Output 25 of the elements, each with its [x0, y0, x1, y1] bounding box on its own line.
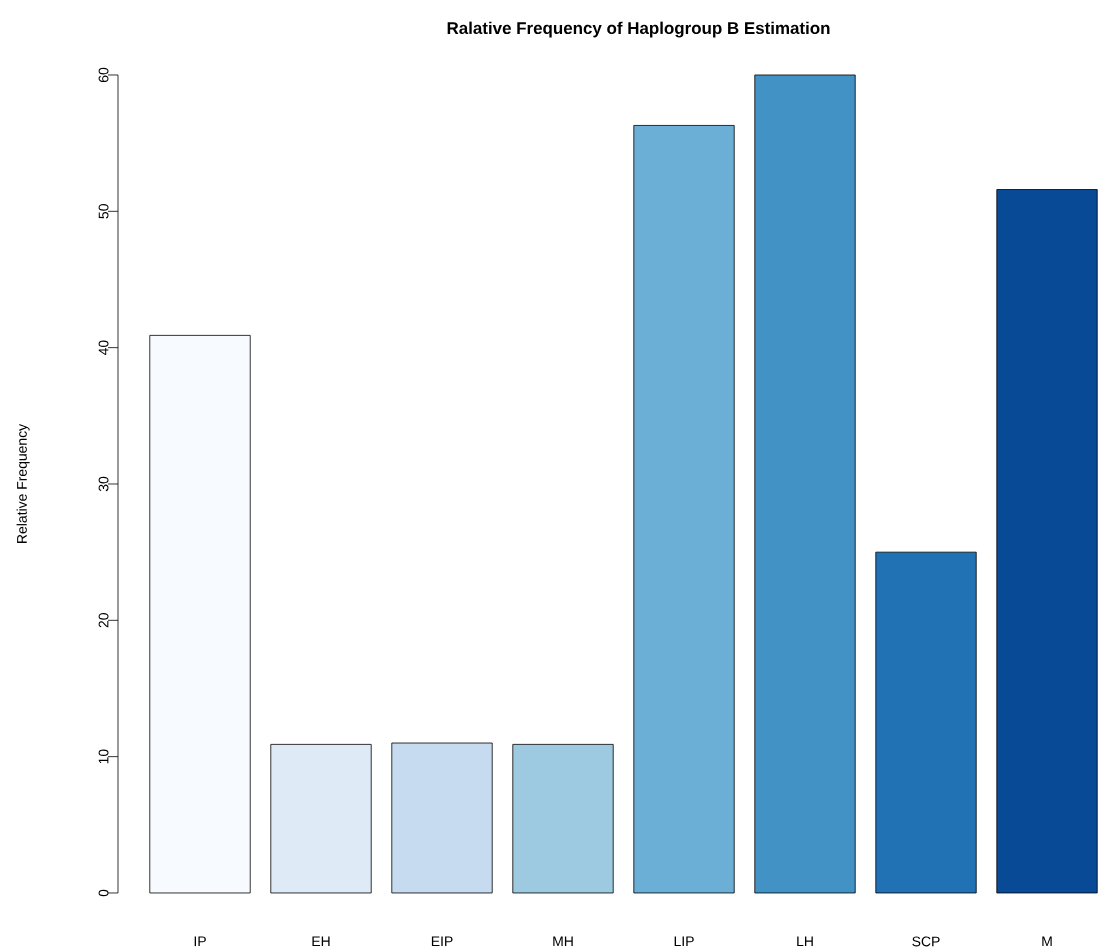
x-tick-label: LH: [797, 936, 813, 947]
x-tick-label: IP: [194, 936, 206, 947]
bar: [391, 742, 493, 894]
x-tick-label: LIP: [674, 936, 694, 947]
x-tick-label: EIP: [431, 936, 453, 947]
x-tick-label: SCP: [912, 936, 940, 947]
bar: [754, 74, 856, 894]
y-tick-label: 30: [98, 476, 109, 492]
y-tick-label: 50: [98, 204, 109, 219]
bar: [633, 125, 735, 894]
x-tick-label: MH: [553, 936, 573, 947]
bar: [270, 743, 372, 894]
y-tick-label: 40: [98, 340, 109, 356]
bar: [996, 189, 1098, 894]
y-tick-label: 60: [98, 67, 109, 83]
y-axis-title: Relative Frequency: [16, 423, 30, 543]
y-tick-label: 20: [98, 613, 109, 628]
bar: [149, 334, 251, 894]
bar: [512, 743, 614, 894]
bar: [875, 551, 977, 894]
x-tick-label: M: [1042, 936, 1052, 947]
x-tick-label: EH: [312, 936, 330, 947]
chart-title: Ralative Frequency of Haplogroup B Estimation: [447, 21, 830, 38]
y-tick-label: 0: [98, 889, 109, 897]
y-tick-label: 10: [98, 749, 109, 764]
